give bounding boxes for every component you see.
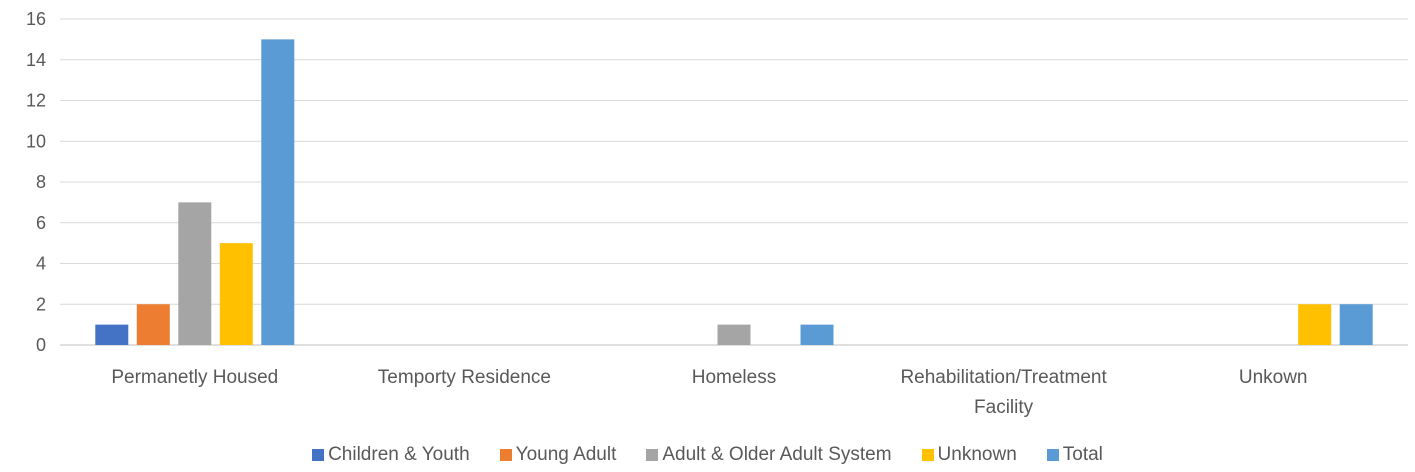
legend-swatch	[1046, 449, 1059, 461]
legend-label: Total	[1062, 444, 1103, 465]
legend-label: Children & Youth	[328, 444, 470, 465]
y-tick-label: 4	[36, 254, 46, 274]
category-label: Facility	[974, 397, 1034, 418]
bar	[261, 39, 295, 345]
y-axis-tick-labels: 0 2 4 6 8 10 12 14 16	[26, 9, 46, 355]
legend-label: Unknown	[937, 444, 1017, 465]
y-tick-label: 14	[26, 50, 46, 70]
y-tick-label: 10	[26, 131, 46, 151]
legend-swatch	[312, 449, 325, 461]
bars	[95, 39, 1373, 345]
legend-item: Unknown	[921, 444, 1017, 466]
bar	[219, 243, 253, 345]
bar	[800, 324, 834, 345]
category-label: Permanetly Housed	[111, 367, 278, 388]
y-tick-label: 16	[26, 9, 46, 29]
category-label: Rehabilitation/Treatment	[900, 367, 1107, 388]
legend-swatch	[646, 449, 659, 461]
legend-label: Young Adult	[515, 444, 617, 465]
legend-label: Adult & Older Adult System	[662, 444, 892, 465]
y-tick-label: 12	[26, 91, 46, 111]
legend-item: Total	[1046, 444, 1103, 466]
bar	[178, 202, 212, 345]
bar-chart: 0 2 4 6 8 10 12 14 16 Permanetly Housed Temporty …	[26, 9, 1408, 418]
y-tick-label: 2	[36, 294, 46, 314]
y-tick-label: 8	[36, 172, 46, 192]
category-label: Homeless	[692, 367, 776, 388]
legend-swatch	[921, 449, 934, 461]
legend-swatch	[499, 449, 512, 461]
bar	[95, 324, 129, 345]
bar	[1298, 304, 1332, 345]
bar	[1339, 304, 1373, 345]
legend-item: Adult & Older Adult System	[646, 444, 892, 466]
legend-item: Children & Youth	[312, 444, 470, 466]
bar	[136, 304, 170, 345]
y-tick-label: 6	[36, 213, 46, 233]
category-label: Temporty Residence	[378, 367, 551, 388]
legend-item: Young Adult	[499, 444, 617, 466]
legend: Children & Youth Young Adult Adult & Older…	[0, 444, 1415, 466]
bar	[717, 324, 751, 345]
x-axis-category-labels: Permanetly Housed Temporty Residence Homel…	[111, 367, 1307, 418]
category-label: Unkown	[1239, 367, 1308, 388]
y-tick-label: 0	[36, 335, 46, 355]
